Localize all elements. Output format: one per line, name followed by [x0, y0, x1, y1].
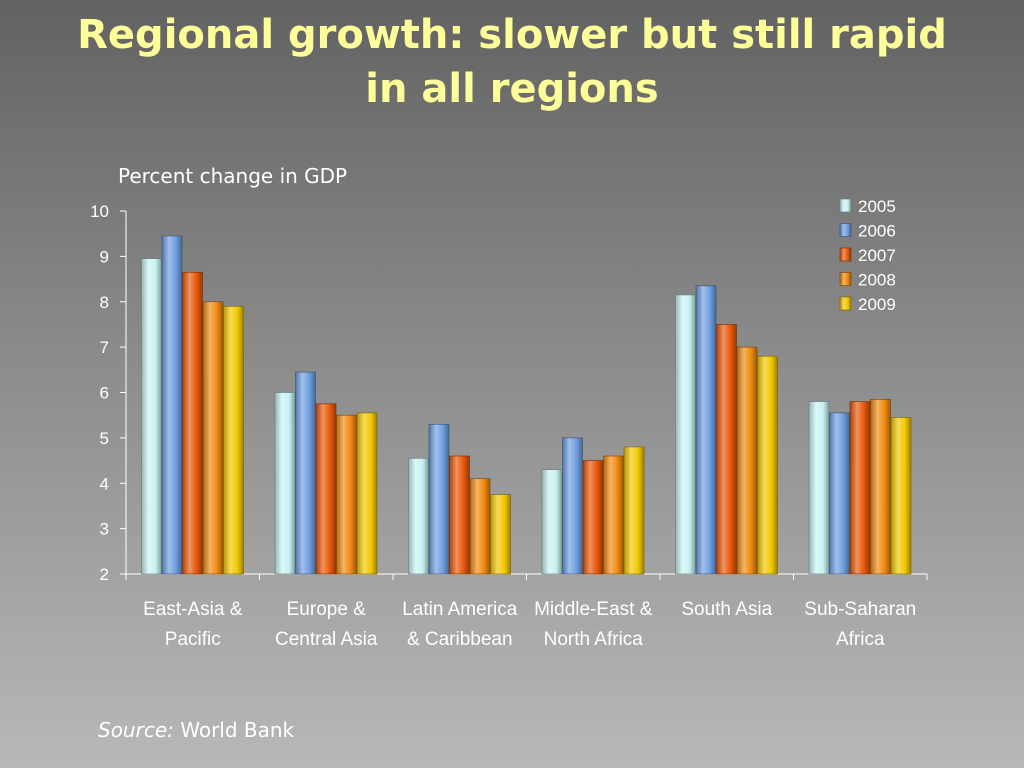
y-tick-label: 3 — [100, 520, 109, 539]
source-label: Source: — [98, 718, 174, 742]
legend-swatch-2005 — [839, 198, 852, 213]
bar-2007 — [849, 401, 871, 575]
bar-2009 — [757, 355, 778, 575]
source-line: Source: World Bank — [98, 718, 294, 742]
chart: Percent change in GDP 2 3 4 5 6 7 8 9 10 East-As… — [90, 164, 928, 650]
legend-swatch-2008 — [839, 272, 852, 286]
bar-2005 — [808, 401, 830, 575]
axes: 2 3 4 5 6 7 8 9 10 — [90, 202, 928, 584]
y-axis-label: Percent change in GDP — [118, 164, 347, 188]
legend-swatch-2009 — [839, 296, 852, 311]
slide-title: Regional growth: slower but still rapid … — [0, 8, 1024, 116]
title-line-2: in all regions — [365, 66, 659, 112]
y-tick-label: 4 — [100, 474, 109, 493]
bar-2006 — [428, 423, 450, 575]
y-tick-label: 8 — [100, 293, 109, 312]
bar-2008 — [603, 455, 624, 575]
bar-2005 — [541, 469, 563, 575]
legend-swatch-2006 — [839, 223, 852, 237]
y-tick-label: 10 — [90, 202, 109, 221]
x-tick-label: Latin America & Caribbean — [402, 599, 518, 650]
bar-2009 — [890, 417, 912, 575]
bar-2008 — [736, 346, 758, 575]
bar-2009 — [356, 412, 378, 575]
bar-2009 — [490, 494, 511, 575]
x-tick-label: South Asia — [681, 599, 772, 620]
bar-2005 — [141, 258, 162, 575]
y-tick-label: 9 — [100, 247, 109, 266]
bar-2009 — [623, 446, 645, 575]
bar-2006 — [161, 235, 183, 575]
y-tick-label: 6 — [100, 384, 109, 403]
bar-2008 — [870, 399, 891, 575]
bar-2007 — [582, 460, 604, 575]
y-tick-label: 5 — [100, 429, 109, 448]
bar-2005 — [408, 457, 429, 575]
y-tick-label: 7 — [100, 338, 109, 357]
x-tick-label: East-Asia & Pacific — [143, 599, 243, 650]
x-axis-labels: East-Asia & Pacific Europe & Central Asia La… — [143, 599, 916, 650]
legend-label-2008: 2008 — [858, 271, 896, 290]
bar-2006 — [295, 371, 316, 575]
bar-2008 — [336, 414, 357, 575]
bar-2007 — [716, 324, 737, 575]
bar-2008 — [202, 301, 224, 575]
bar-2007 — [182, 271, 203, 575]
bar-2006 — [695, 285, 717, 575]
bar-2006 — [562, 437, 583, 575]
bar-2007 — [315, 403, 337, 575]
bars — [141, 235, 912, 575]
bar-2009 — [223, 305, 244, 575]
legend: 2005 2006 2007 2008 2009 — [839, 197, 896, 314]
title-line-1: Regional growth: slower but still rapid — [77, 12, 947, 58]
bar-2008 — [469, 478, 491, 575]
x-tick-label: Sub-Saharan Africa — [804, 599, 916, 650]
source-value: World Bank — [180, 718, 295, 742]
legend-label-2006: 2006 — [858, 222, 896, 241]
y-tick-label: 2 — [100, 565, 109, 584]
legend-swatch-2007 — [839, 247, 852, 262]
bar-2005 — [675, 294, 696, 575]
bar-2007 — [449, 455, 470, 575]
bar-2005 — [274, 392, 296, 575]
legend-label-2009: 2009 — [858, 295, 896, 314]
legend-label-2005: 2005 — [858, 197, 896, 216]
legend-label-2007: 2007 — [858, 246, 896, 265]
bar-2006 — [829, 412, 850, 575]
x-tick-label: Europe & Central Asia — [275, 599, 378, 650]
x-tick-label: Middle-East & North Africa — [534, 599, 653, 650]
